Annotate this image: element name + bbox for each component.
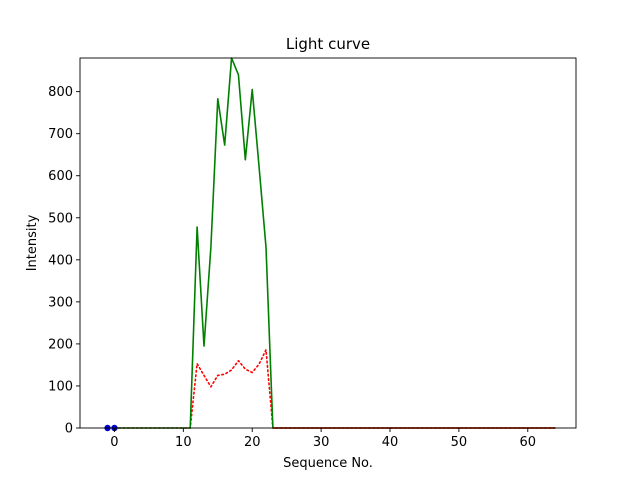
y-tick-label: 400 <box>48 253 73 268</box>
y-tick-label: 500 <box>48 211 73 226</box>
x-tick-label: 20 <box>244 435 261 450</box>
x-tick-label: 60 <box>520 435 537 450</box>
x-tick-label: 40 <box>382 435 399 450</box>
y-axis-label: Intensity <box>25 214 40 271</box>
y-axis-ticks: 0 100 200 300 400 500 600 700 800 <box>48 85 80 437</box>
x-tick-label: 10 <box>175 435 192 450</box>
y-tick-label: 200 <box>48 337 73 352</box>
chart-title: Light curve <box>286 35 370 53</box>
x-axis-label: Sequence No. <box>283 456 373 471</box>
x-tick-label: 50 <box>451 435 468 450</box>
y-tick-label: 0 <box>65 422 73 437</box>
plot-area <box>80 58 576 428</box>
y-tick-label: 800 <box>48 85 73 100</box>
x-tick-label: 0 <box>110 435 118 450</box>
y-tick-label: 300 <box>48 295 73 310</box>
x-tick-label: 30 <box>313 435 330 450</box>
x-axis-ticks: 0 10 20 30 40 50 60 <box>110 428 536 450</box>
y-tick-label: 700 <box>48 127 73 142</box>
plot-frame <box>79 57 577 429</box>
y-tick-label: 100 <box>48 379 73 394</box>
y-tick-label: 600 <box>48 169 73 184</box>
